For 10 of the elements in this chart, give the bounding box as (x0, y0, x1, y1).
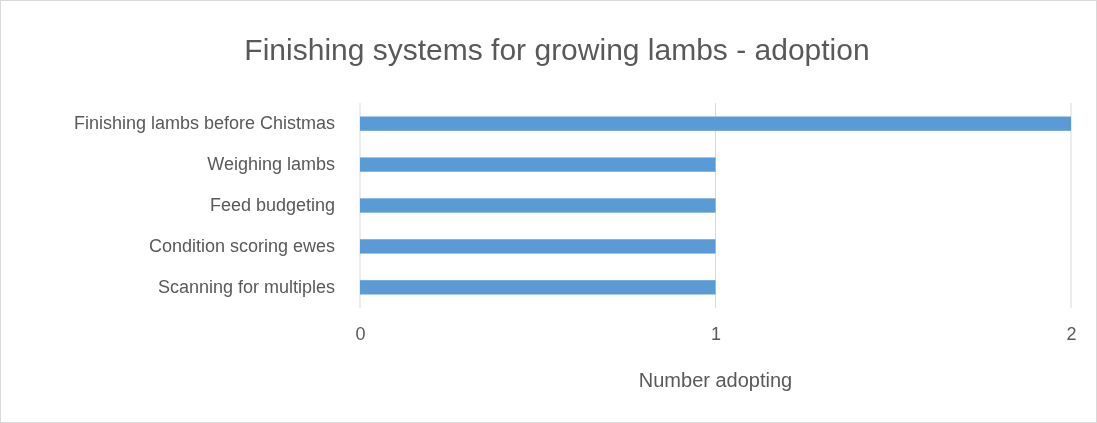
x-axis-title: Number adopting (638, 369, 793, 391)
y-tick-label: Finishing lambs before Chistmas (73, 113, 335, 134)
y-tick-label: Feed budgeting (209, 195, 335, 216)
x-tick-label: 0 (355, 324, 366, 344)
y-tick-label: Weighing lambs (207, 154, 335, 175)
y-tick-label: Condition scoring ewes (148, 236, 335, 257)
x-tick-label: 1 (710, 324, 722, 344)
y-tick-label: Scanning for multiples (157, 277, 335, 298)
chart-title: Finishing systems for growing lambs - adoption (244, 33, 870, 66)
x-tick-label: 2 (1066, 324, 1077, 344)
